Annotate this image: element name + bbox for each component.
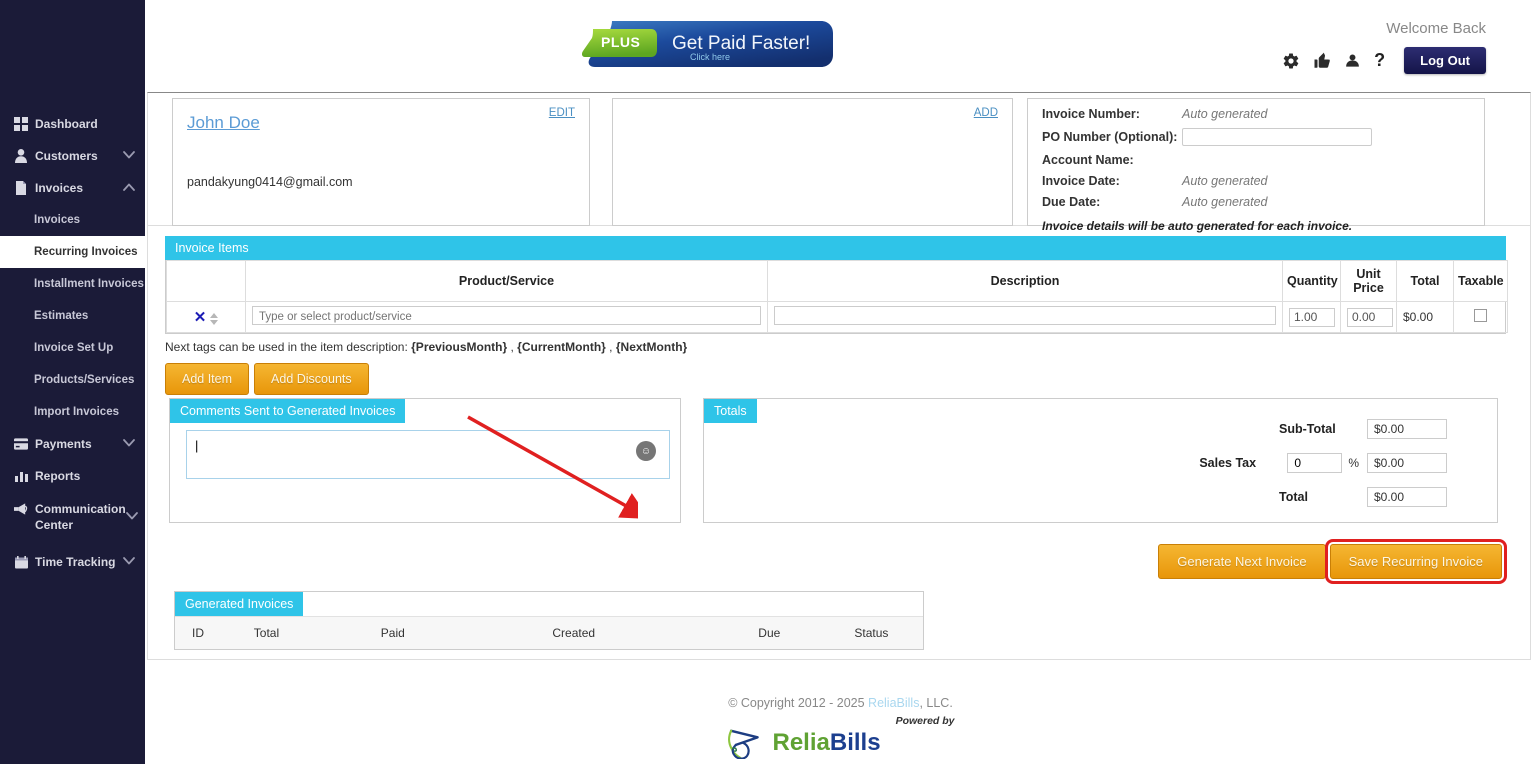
svg-text:PLUS: PLUS <box>601 34 640 50</box>
svg-text:Get Paid Faster!: Get Paid Faster! <box>672 33 810 54</box>
svg-text:Click here: Click here <box>690 52 730 62</box>
